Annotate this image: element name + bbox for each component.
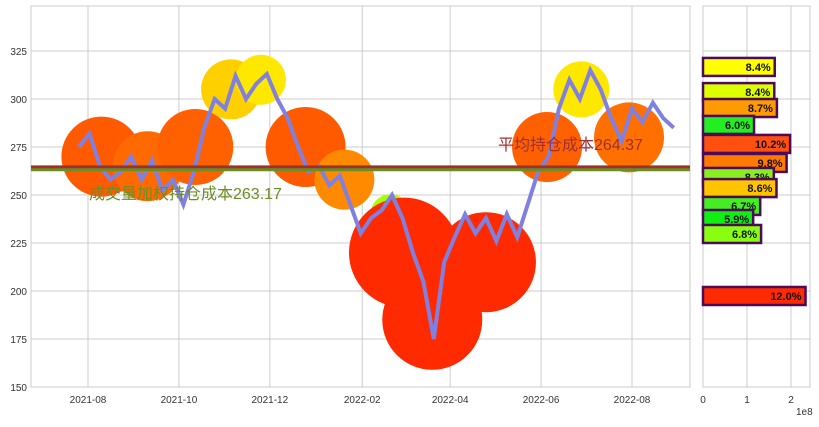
x-tick-label: 2022-08 [614, 395, 651, 406]
volume-profile-chart: 0128.4%8.4%8.7%6.0%10.2%9.8%8.3%8.6%6.7%… [700, 5, 811, 406]
y-tick-label: 250 [10, 191, 27, 202]
x-tick-label: 2021-08 [70, 395, 107, 406]
x-offset-label: 1e8 [796, 407, 813, 418]
volume-bar-label: 8.4% [745, 87, 770, 99]
y-tick-label: 225 [10, 239, 27, 250]
volume-blob [512, 112, 583, 182]
price-chart: 150 175 200 225 250 275 300 325 2021-08 2021-10 20… [10, 5, 691, 406]
x-tick-label: 2022-04 [432, 395, 469, 406]
y-tick-label: 150 [10, 383, 27, 394]
x-tick-label: 2021-10 [161, 395, 198, 406]
volume-blob [435, 212, 536, 313]
volume-bar-label: 12.0% [770, 291, 801, 303]
y-tick-label: 300 [10, 95, 27, 106]
volume-bar-label: 8.7% [748, 103, 773, 115]
volume-bar-label: 10.2% [755, 139, 786, 151]
volume-bar-label: 6.0% [725, 120, 750, 132]
volume-bar-label: 8.4% [746, 62, 771, 74]
volume-bar [701, 285, 807, 307]
x-tick-label: 2021-12 [251, 395, 288, 406]
x-tick-label: 2022-02 [344, 395, 381, 406]
volume-bar [701, 56, 776, 78]
y-tick-label: 175 [10, 335, 27, 346]
x-tick-label: 0 [700, 395, 706, 406]
y-tick-label: 275 [10, 143, 27, 154]
y-tick-label: 325 [10, 47, 27, 58]
x-tick-label: 1 [744, 395, 750, 406]
hline-label-vwap-cost: 成交量加权持仓成本263.17 [89, 185, 282, 203]
volume-bar-label: 8.6% [747, 183, 772, 195]
price-line [77, 65, 676, 340]
volume-bar [701, 223, 763, 245]
volume-bar-label: 5.9% [724, 214, 749, 226]
x-tick-label: 2 [788, 395, 794, 406]
x-tick-label: 2022-06 [523, 395, 560, 406]
y-tick-label: 200 [10, 287, 27, 298]
volume-bar-label: 6.8% [732, 229, 757, 241]
volume-blob [314, 149, 375, 210]
hline-label-avg-cost: 平均持仓成本264.37 [498, 136, 643, 154]
